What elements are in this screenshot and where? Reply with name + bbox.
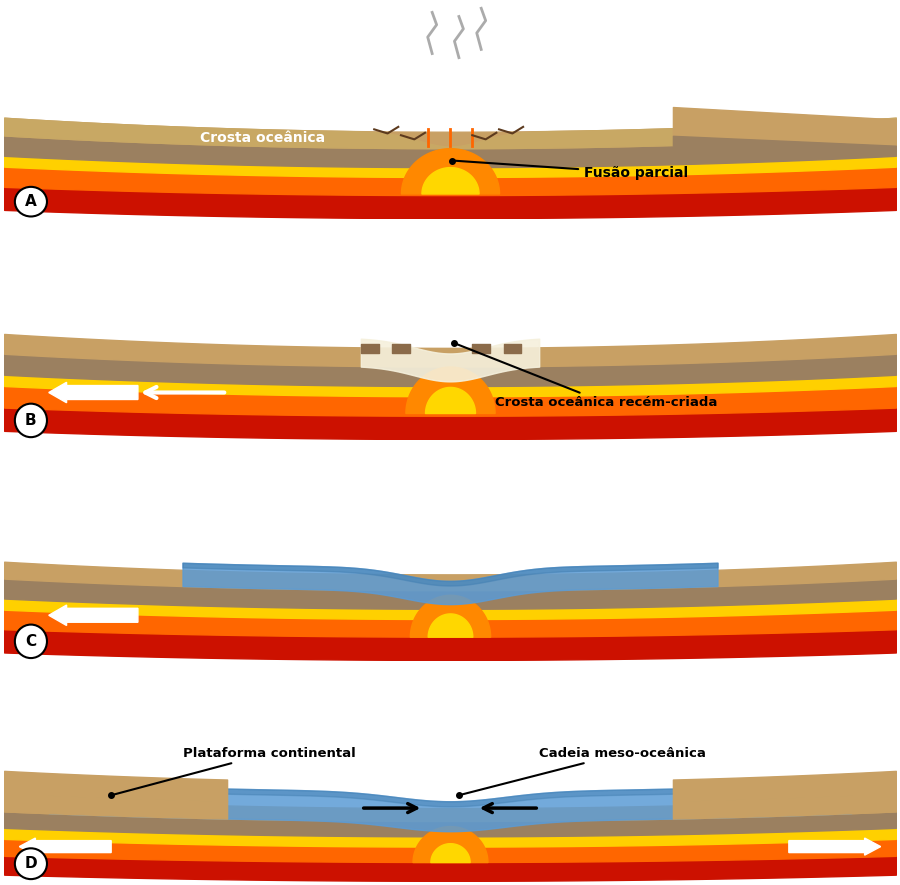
FancyArrow shape — [49, 382, 138, 403]
Text: Plataforma continental: Plataforma continental — [113, 747, 356, 795]
Circle shape — [15, 849, 47, 879]
FancyArrow shape — [19, 838, 112, 855]
Text: C: C — [25, 634, 37, 649]
Text: Crosta oceânica: Crosta oceânica — [201, 131, 326, 145]
FancyArrow shape — [49, 605, 138, 626]
Text: D: D — [24, 856, 37, 871]
Text: A: A — [25, 194, 37, 209]
Circle shape — [15, 187, 47, 217]
Circle shape — [15, 404, 47, 437]
Text: Crosta oceânica recém-criada: Crosta oceânica recém-criada — [457, 344, 717, 410]
Circle shape — [15, 625, 47, 658]
Text: Fusão parcial: Fusão parcial — [454, 161, 688, 180]
Text: Cadeia meso-oceânica: Cadeia meso-oceânica — [462, 747, 706, 795]
FancyArrow shape — [788, 838, 881, 855]
Text: B: B — [25, 413, 37, 428]
